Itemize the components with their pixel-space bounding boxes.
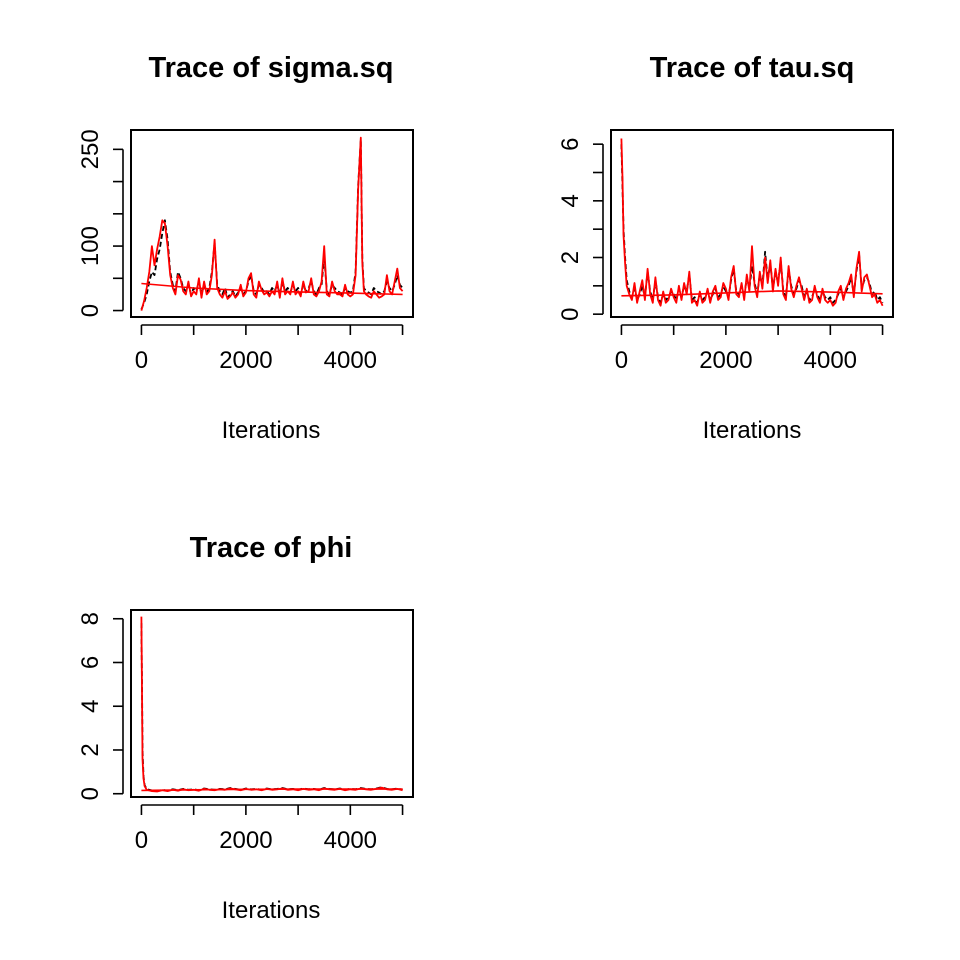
x-tick-label: 4000 bbox=[324, 347, 377, 374]
plot-frame bbox=[130, 609, 414, 798]
series-group bbox=[620, 138, 884, 307]
x-tick-label: 2000 bbox=[219, 827, 272, 854]
y-tick-label: 4 bbox=[557, 194, 584, 207]
plot-frame bbox=[610, 129, 894, 318]
smooth-trend-line bbox=[141, 282, 403, 296]
y-tick-label: 6 bbox=[77, 656, 104, 669]
y-tick-label: 100 bbox=[77, 226, 104, 266]
x-axis-label: Iterations bbox=[222, 417, 321, 444]
y-tick-label: 0 bbox=[557, 307, 584, 320]
y-tick-label: 2 bbox=[557, 251, 584, 264]
y-tick-label: 0 bbox=[77, 787, 104, 800]
smooth-trend-line bbox=[141, 788, 403, 792]
x-tick-label: 4000 bbox=[804, 347, 857, 374]
chart-title: Trace of sigma.sq bbox=[149, 52, 394, 84]
trace-line-red bbox=[140, 136, 404, 311]
trace-panel-phi: Trace of phi Iterations 0 2000 4000 0 2 4 6 8 bbox=[77, 532, 414, 924]
x-axis-label: Iterations bbox=[222, 897, 321, 924]
y-tick-label: 4 bbox=[77, 700, 104, 713]
chart-title: Trace of tau.sq bbox=[650, 52, 855, 84]
series-group bbox=[140, 616, 403, 793]
y-tick-label: 0 bbox=[77, 304, 104, 317]
y-tick-label: 6 bbox=[557, 137, 584, 150]
chart-title: Trace of phi bbox=[190, 532, 353, 564]
x-tick-label: 0 bbox=[135, 827, 148, 854]
x-tick-label: 2000 bbox=[219, 347, 272, 374]
trace-panel-sigma-sq: Trace of sigma.sq Iterations 0 2000 4000 0 1… bbox=[77, 52, 414, 444]
smooth-trend-line bbox=[621, 290, 883, 297]
series-group bbox=[140, 136, 404, 311]
trace-panel-tau-sq: Trace of tau.sq Iterations 0 2000 4000 0 2 4 6 bbox=[557, 52, 894, 444]
x-tick-label: 4000 bbox=[324, 827, 377, 854]
x-tick-label: 2000 bbox=[699, 347, 752, 374]
x-tick-label: 0 bbox=[135, 347, 148, 374]
y-tick-label: 2 bbox=[77, 743, 104, 756]
x-tick-label: 0 bbox=[615, 347, 628, 374]
x-axis-label: Iterations bbox=[703, 417, 802, 444]
plot-frame bbox=[130, 129, 414, 318]
y-tick-label: 8 bbox=[77, 612, 104, 625]
y-tick-label: 250 bbox=[77, 129, 104, 169]
